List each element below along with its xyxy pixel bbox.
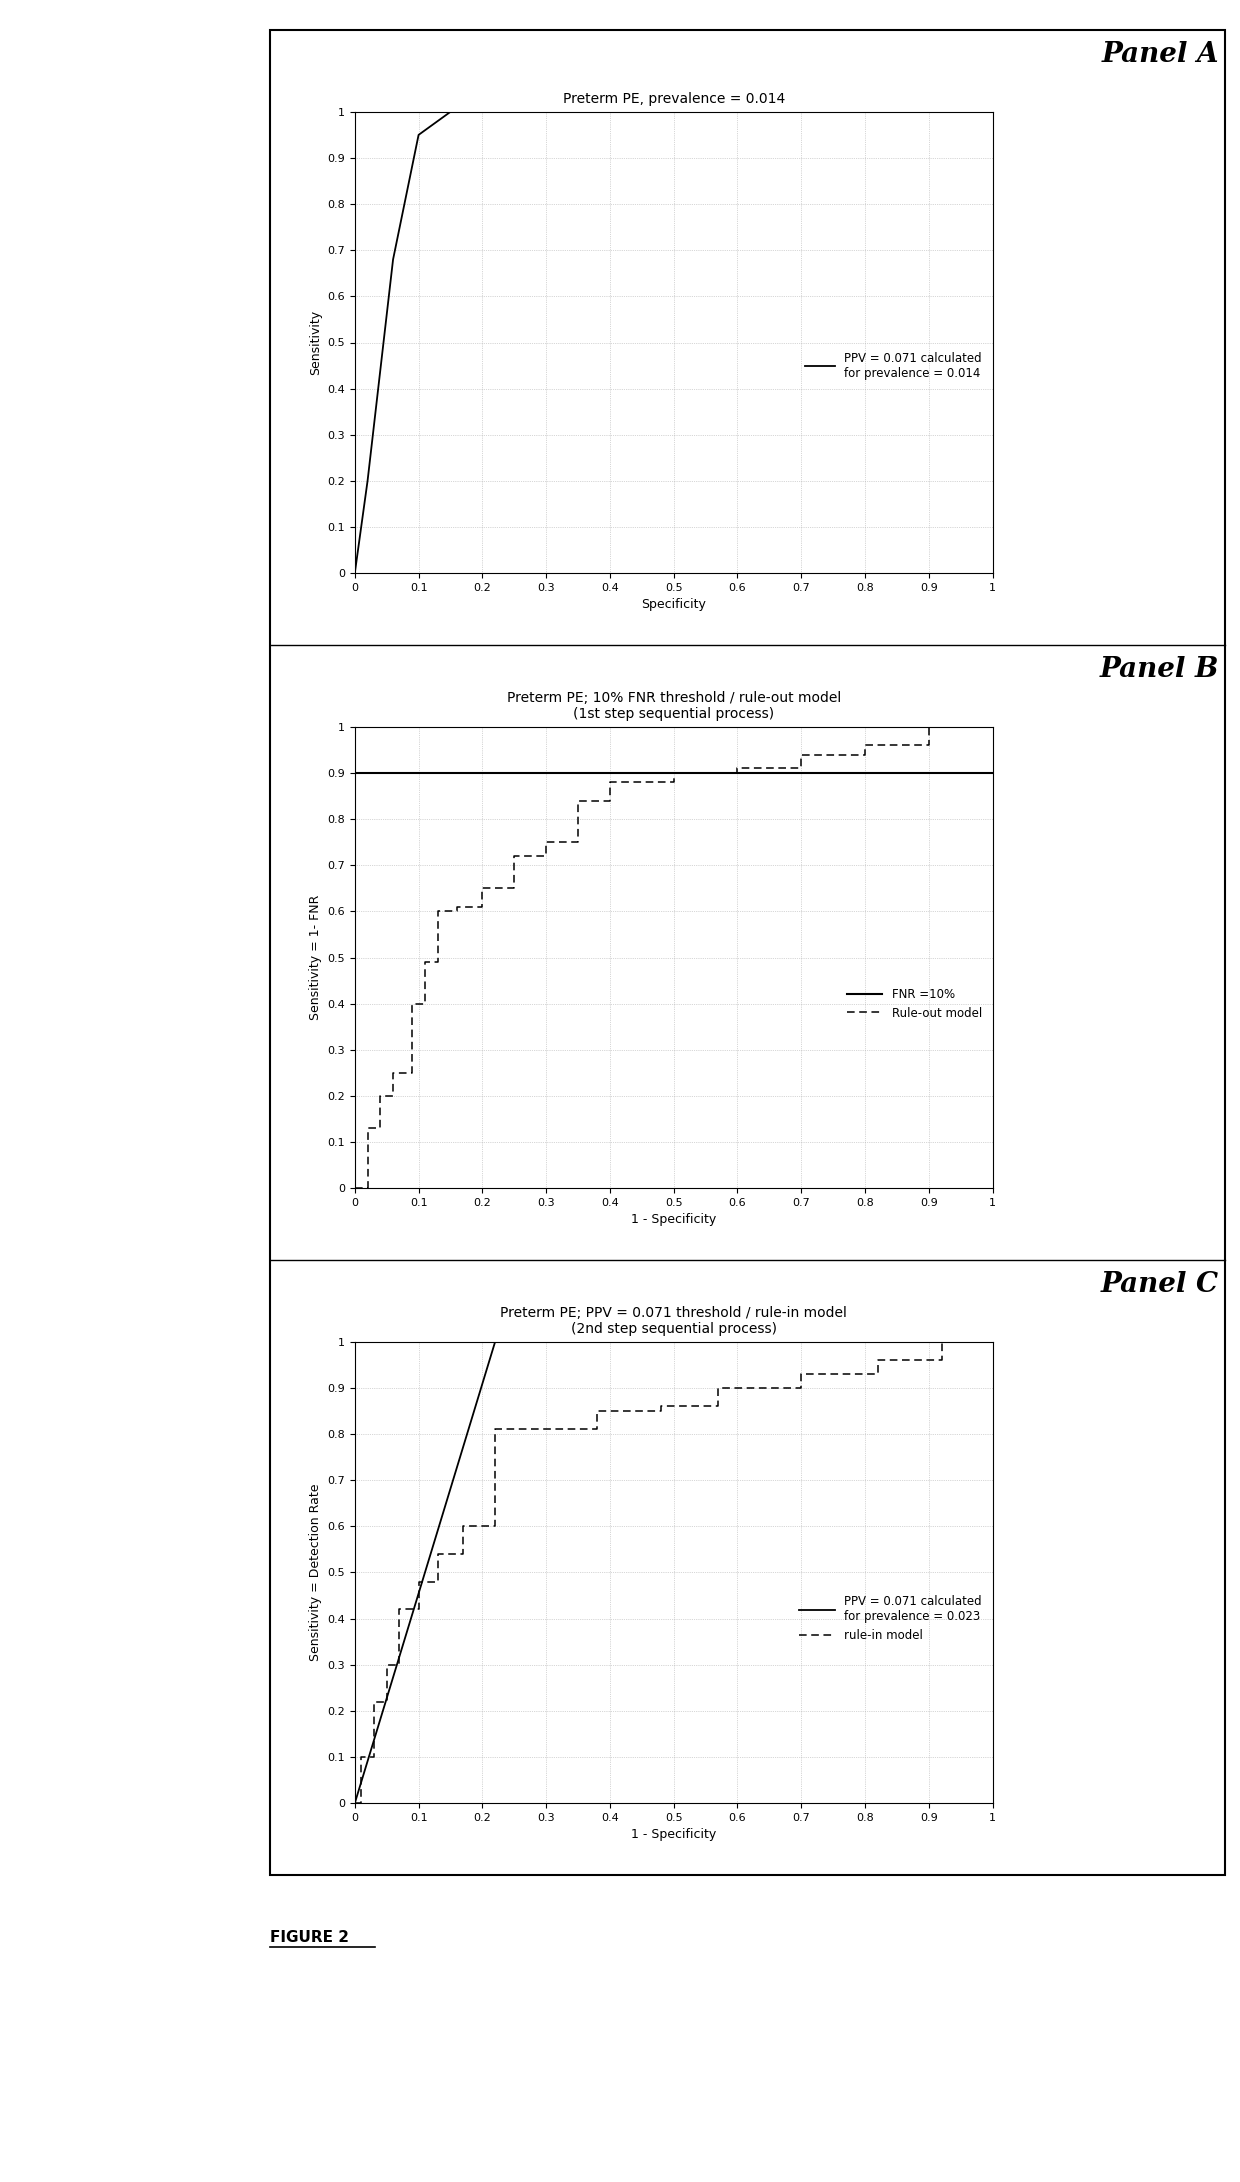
Title: Preterm PE, prevalence = 0.014: Preterm PE, prevalence = 0.014 bbox=[563, 92, 785, 107]
Title: Preterm PE; PPV = 0.071 threshold / rule-in model
(2nd step sequential process): Preterm PE; PPV = 0.071 threshold / rule… bbox=[500, 1307, 847, 1338]
Y-axis label: Sensitivity = Detection Rate: Sensitivity = Detection Rate bbox=[309, 1484, 321, 1661]
Text: Panel A: Panel A bbox=[1101, 41, 1219, 68]
Text: Panel B: Panel B bbox=[1100, 657, 1219, 683]
Y-axis label: Sensitivity: Sensitivity bbox=[309, 310, 321, 375]
X-axis label: 1 - Specificity: 1 - Specificity bbox=[631, 1213, 717, 1226]
Y-axis label: Sensitivity = 1- FNR: Sensitivity = 1- FNR bbox=[309, 895, 321, 1021]
Text: Panel C: Panel C bbox=[1101, 1270, 1219, 1298]
Legend: FNR =10%, Rule-out model: FNR =10%, Rule-out model bbox=[842, 982, 987, 1023]
Legend: PPV = 0.071 calculated
for prevalence = 0.014: PPV = 0.071 calculated for prevalence = … bbox=[801, 347, 987, 384]
Text: FIGURE 2: FIGURE 2 bbox=[270, 1929, 348, 1944]
Legend: PPV = 0.071 calculated
for prevalence = 0.023, rule-in model: PPV = 0.071 calculated for prevalence = … bbox=[795, 1591, 987, 1647]
X-axis label: Specificity: Specificity bbox=[641, 598, 706, 611]
Title: Preterm PE; 10% FNR threshold / rule-out model
(1st step sequential process): Preterm PE; 10% FNR threshold / rule-out… bbox=[507, 692, 841, 722]
X-axis label: 1 - Specificity: 1 - Specificity bbox=[631, 1829, 717, 1842]
